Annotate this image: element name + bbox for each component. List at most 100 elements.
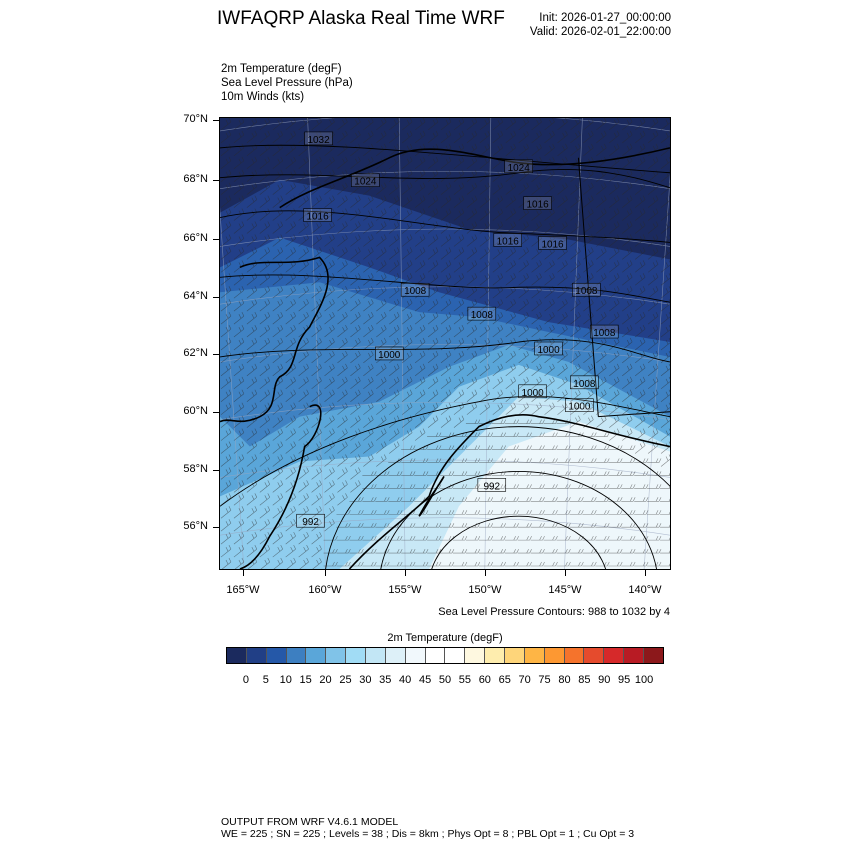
- wind-barb: [634, 561, 649, 567]
- pressure-label-box: [534, 341, 563, 356]
- lat-label: 68°N: [183, 173, 208, 185]
- colorbar-label: 30: [359, 674, 372, 686]
- wind-barb: [272, 299, 283, 312]
- wind-barb: [246, 312, 258, 325]
- wind-barb: [517, 548, 532, 554]
- wind-barb: [233, 169, 245, 182]
- wind-barb: [453, 376, 465, 390]
- wind-barb: [595, 471, 610, 476]
- footer-model: OUTPUT FROM WRF V4.6.1 MODEL: [221, 816, 399, 828]
- wind-barb: [401, 548, 416, 554]
- wind-barb: [285, 299, 296, 312]
- wind-barb: [440, 471, 455, 476]
- wind-barb: [246, 467, 258, 480]
- wind-barb: [350, 324, 361, 338]
- wind-barb: [634, 156, 646, 170]
- wind-barb: [518, 130, 529, 144]
- wind-barb: [557, 376, 568, 390]
- wind-barb: [518, 221, 529, 234]
- wind-barb: [505, 402, 516, 415]
- wind-barb: [634, 324, 646, 338]
- wind-barb: [233, 506, 245, 519]
- pressure-labels: 1032 1024 1016 1024 1016 1016 1016 1008 1008 1008…: [296, 131, 619, 528]
- colorbar-swatch: [544, 648, 565, 663]
- wind-barb: [336, 548, 351, 554]
- wind-barb: [505, 312, 516, 325]
- latitude-line: [219, 401, 671, 420]
- wind-barb: [466, 286, 478, 299]
- wind-barb: [544, 376, 555, 390]
- wind-barb: [570, 195, 581, 208]
- wind-barb: [337, 337, 348, 351]
- wind-barb: [402, 402, 413, 415]
- wind-barb: [505, 195, 516, 208]
- wind-barb: [336, 561, 351, 567]
- wind-barb: [609, 117, 620, 131]
- wind-barb: [233, 247, 245, 260]
- wind-barb: [259, 480, 271, 493]
- wind-barb: [414, 402, 426, 415]
- wind-barb: [505, 247, 516, 260]
- wind-barb: [376, 376, 387, 390]
- wind-barb: [595, 458, 610, 463]
- wind-barb: [427, 273, 439, 286]
- wind-barb: [596, 312, 607, 325]
- wind-barb: [246, 363, 258, 377]
- wind-barb: [518, 234, 529, 247]
- wind-barb: [647, 376, 659, 390]
- wind-barb: [350, 247, 361, 260]
- wind-barb: [582, 445, 597, 450]
- wind-barb: [505, 286, 516, 299]
- wind-barb: [337, 117, 348, 131]
- wind-barb: [350, 441, 361, 454]
- wind-barb: [324, 247, 335, 260]
- wind-barb: [311, 363, 322, 377]
- wind-barb: [220, 376, 232, 390]
- wind-barb: [259, 441, 271, 454]
- wind-barb: [233, 467, 245, 480]
- temp-fill-band: [429, 421, 670, 569]
- wind-barb: [647, 221, 659, 234]
- wind-barb: [246, 544, 258, 558]
- wind-barb: [427, 312, 439, 325]
- lon-tick: [565, 570, 566, 576]
- wind-barb: [427, 117, 439, 131]
- wind-barb: [609, 350, 620, 364]
- wind-barb: [543, 561, 558, 567]
- wind-barb: [246, 130, 258, 144]
- wind-barb: [543, 536, 558, 541]
- lat-tick: [213, 120, 219, 121]
- wind-barb: [622, 312, 633, 325]
- longitude-line: [643, 117, 675, 570]
- wind-barb: [505, 234, 516, 247]
- wind-barb: [311, 130, 322, 144]
- wind-barb: [491, 458, 506, 463]
- wind-barb: [595, 445, 610, 450]
- wind-barb: [531, 260, 542, 273]
- wind-barb: [376, 363, 387, 377]
- wind-barb: [440, 169, 452, 182]
- wind-barb: [414, 363, 426, 377]
- wind-barb: [311, 467, 322, 480]
- colorbar-swatch: [385, 648, 406, 663]
- wind-barb: [647, 247, 659, 260]
- pressure-label-box: [518, 384, 547, 399]
- wind-barb: [634, 389, 646, 402]
- wind-barb: [362, 510, 377, 515]
- wind-barb: [596, 208, 607, 221]
- wind-barb: [375, 523, 390, 528]
- wind-barb: [570, 117, 581, 131]
- wind-barb: [389, 247, 400, 260]
- wind-barb: [324, 234, 335, 247]
- wind-barb: [544, 273, 555, 286]
- pressure-label-box: [303, 208, 332, 222]
- wind-barb: [634, 273, 646, 286]
- wind-barb: [285, 376, 296, 390]
- wind-barb: [401, 536, 416, 541]
- wind-barb: [362, 497, 377, 502]
- wind-barb: [622, 117, 633, 131]
- wind-barb: [298, 415, 309, 428]
- wind-barb: [324, 130, 335, 144]
- wind-barb: [596, 286, 607, 299]
- wind-barb: [427, 247, 439, 260]
